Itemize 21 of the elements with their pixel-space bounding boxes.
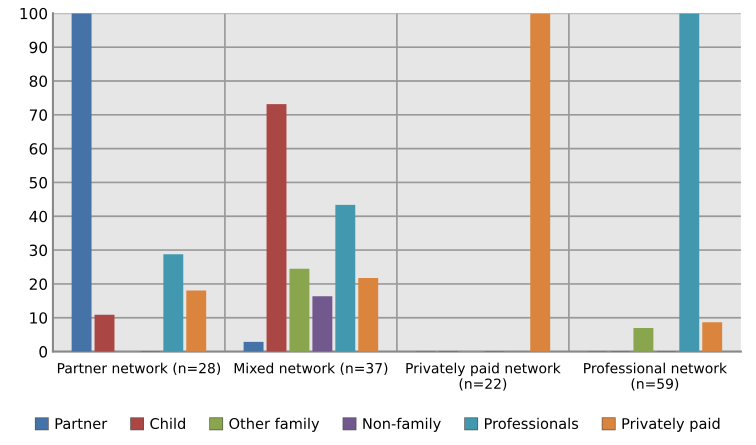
legend-label: Professionals	[484, 418, 578, 430]
x-tick-label: Mixed network (n=37)	[234, 362, 388, 376]
y-tick-label: 0	[39, 346, 48, 358]
y-tick-label: 100	[20, 8, 48, 20]
y-tick-label: 70	[30, 109, 48, 121]
y-tick-label: 30	[30, 244, 48, 256]
legend-label: Non-family	[363, 418, 441, 432]
legend-label: Privately paid	[622, 418, 720, 432]
y-tick-label: 90	[30, 42, 48, 54]
y-tick-label: 80	[30, 75, 48, 88]
legend-label: Child	[150, 418, 185, 430]
legend-label: Other family	[229, 418, 320, 432]
y-tick-label: 20	[30, 278, 48, 290]
x-tick-label: Privately paid network (n=22)	[406, 362, 561, 391]
y-tick-label: 40	[29, 210, 48, 222]
x-tick-label: Partner network (n=28)	[58, 362, 220, 376]
y-tick-label: 50	[30, 176, 48, 188]
y-tick-label: 10	[30, 312, 48, 324]
y-tick-label: 60	[30, 143, 48, 155]
legend-label: Partner	[56, 418, 108, 430]
x-tick-label: Professional network (n=59)	[584, 362, 727, 391]
